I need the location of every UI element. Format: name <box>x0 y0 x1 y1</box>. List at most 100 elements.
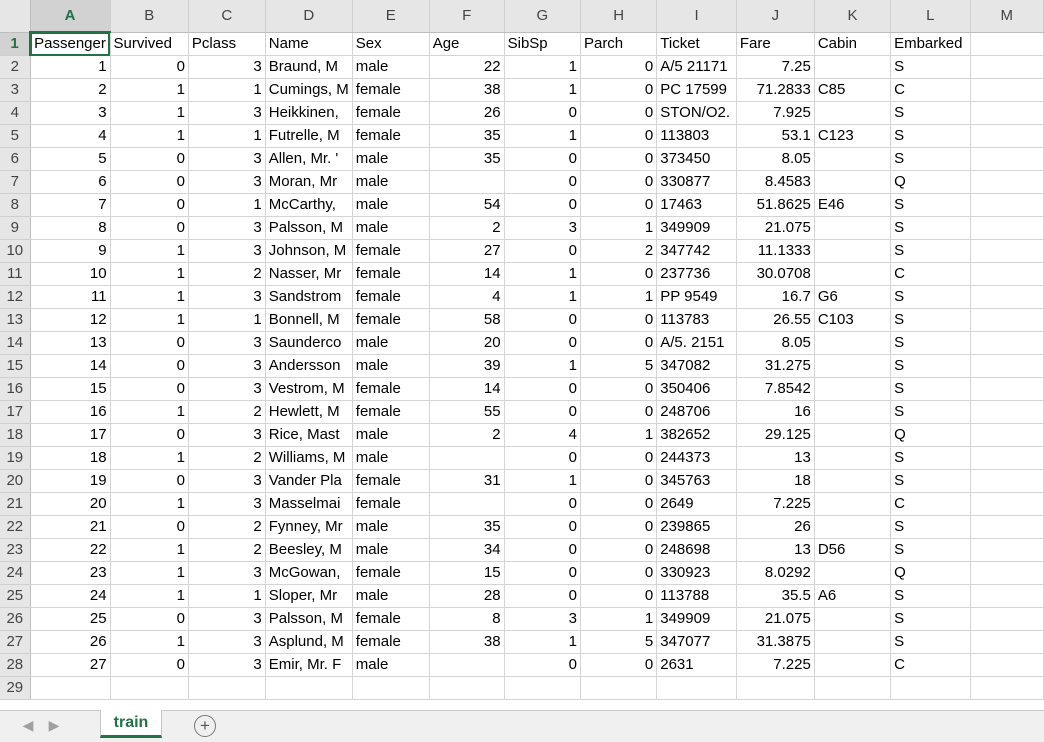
cell-d18[interactable]: Rice, Mast <box>265 423 353 447</box>
cell-m8[interactable] <box>970 193 1044 217</box>
cell-e9[interactable]: male <box>352 216 430 240</box>
row-header-8[interactable]: 8 <box>0 193 31 217</box>
cell-b17[interactable]: 1 <box>110 400 189 424</box>
row-header-21[interactable]: 21 <box>0 492 31 516</box>
row-header-19[interactable]: 19 <box>0 446 31 470</box>
cell-d28[interactable]: Emir, Mr. F <box>265 653 353 677</box>
cell-d22[interactable]: Fynney, Mr <box>265 515 353 539</box>
cell-i23[interactable]: 248698 <box>656 538 737 562</box>
cell-m20[interactable] <box>970 469 1044 493</box>
cell-f18[interactable]: 2 <box>429 423 505 447</box>
header-cell-j[interactable]: Fare <box>736 32 815 56</box>
cell-a19[interactable]: 18 <box>30 446 111 470</box>
cell-c23[interactable]: 2 <box>188 538 266 562</box>
cell-l9[interactable]: S <box>890 216 971 240</box>
cell-h26[interactable]: 1 <box>580 607 658 631</box>
cell-m7[interactable] <box>970 170 1044 194</box>
cell-g21[interactable]: 0 <box>504 492 581 516</box>
cell-f10[interactable]: 27 <box>429 239 505 263</box>
cell-b5[interactable]: 1 <box>110 124 189 148</box>
column-header-c[interactable]: C <box>188 0 266 33</box>
cell-i28[interactable]: 2631 <box>656 653 737 677</box>
cell-h18[interactable]: 1 <box>580 423 658 447</box>
cell-k25[interactable]: A6 <box>814 584 892 608</box>
cell-f11[interactable]: 14 <box>429 262 505 286</box>
cell-i24[interactable]: 330923 <box>656 561 737 585</box>
cell-d3[interactable]: Cumings, M <box>265 78 353 102</box>
cell-i16[interactable]: 350406 <box>656 377 737 401</box>
cell-h17[interactable]: 0 <box>580 400 658 424</box>
cell-e20[interactable]: female <box>352 469 430 493</box>
cell-h20[interactable]: 0 <box>580 469 658 493</box>
cell-b4[interactable]: 1 <box>110 101 189 125</box>
cell-j14[interactable]: 8.05 <box>736 331 815 355</box>
column-header-h[interactable]: H <box>580 0 658 33</box>
cell-k19[interactable] <box>814 446 892 470</box>
cell-j12[interactable]: 16.7 <box>736 285 815 309</box>
cell-g17[interactable]: 0 <box>504 400 581 424</box>
cell-h12[interactable]: 1 <box>580 285 658 309</box>
cell-a12[interactable]: 11 <box>30 285 111 309</box>
cell-k13[interactable]: C103 <box>814 308 892 332</box>
cell-d10[interactable]: Johnson, M <box>265 239 353 263</box>
cell-e10[interactable]: female <box>352 239 430 263</box>
cell-h4[interactable]: 0 <box>580 101 658 125</box>
cell-k8[interactable]: E46 <box>814 193 892 217</box>
cell-g2[interactable]: 1 <box>504 55 581 79</box>
cell-k7[interactable] <box>814 170 892 194</box>
cell-j15[interactable]: 31.275 <box>736 354 815 378</box>
cell-m29[interactable] <box>970 676 1044 700</box>
cell-c29[interactable] <box>188 676 266 700</box>
cell-e13[interactable]: female <box>352 308 430 332</box>
cell-e16[interactable]: female <box>352 377 430 401</box>
cell-h14[interactable]: 0 <box>580 331 658 355</box>
cell-f16[interactable]: 14 <box>429 377 505 401</box>
cell-c26[interactable]: 3 <box>188 607 266 631</box>
cell-b25[interactable]: 1 <box>110 584 189 608</box>
cell-d11[interactable]: Nasser, Mr <box>265 262 353 286</box>
cell-d25[interactable]: Sloper, Mr <box>265 584 353 608</box>
cell-m17[interactable] <box>970 400 1044 424</box>
cell-b19[interactable]: 1 <box>110 446 189 470</box>
cell-m3[interactable] <box>970 78 1044 102</box>
cell-e14[interactable]: male <box>352 331 430 355</box>
cell-m27[interactable] <box>970 630 1044 654</box>
cell-m28[interactable] <box>970 653 1044 677</box>
cell-f15[interactable]: 39 <box>429 354 505 378</box>
cell-i15[interactable]: 347082 <box>656 354 737 378</box>
cell-c9[interactable]: 3 <box>188 216 266 240</box>
row-header-22[interactable]: 22 <box>0 515 31 539</box>
cell-e5[interactable]: female <box>352 124 430 148</box>
row-header-18[interactable]: 18 <box>0 423 31 447</box>
cell-k4[interactable] <box>814 101 892 125</box>
cell-c4[interactable]: 3 <box>188 101 266 125</box>
cell-l16[interactable]: S <box>890 377 971 401</box>
cell-h28[interactable]: 0 <box>580 653 658 677</box>
cell-g29[interactable] <box>504 676 581 700</box>
cell-m13[interactable] <box>970 308 1044 332</box>
cell-a13[interactable]: 12 <box>30 308 111 332</box>
cell-e17[interactable]: female <box>352 400 430 424</box>
cell-f3[interactable]: 38 <box>429 78 505 102</box>
cell-b14[interactable]: 0 <box>110 331 189 355</box>
cell-b3[interactable]: 1 <box>110 78 189 102</box>
cell-i19[interactable]: 244373 <box>656 446 737 470</box>
cell-e26[interactable]: female <box>352 607 430 631</box>
cell-b6[interactable]: 0 <box>110 147 189 171</box>
header-cell-g[interactable]: SibSp <box>504 32 581 56</box>
select-all-corner[interactable] <box>0 0 31 33</box>
cell-g11[interactable]: 1 <box>504 262 581 286</box>
cell-i22[interactable]: 239865 <box>656 515 737 539</box>
cell-m26[interactable] <box>970 607 1044 631</box>
cell-a20[interactable]: 19 <box>30 469 111 493</box>
cell-l22[interactable]: S <box>890 515 971 539</box>
cell-k9[interactable] <box>814 216 892 240</box>
cell-k5[interactable]: C123 <box>814 124 892 148</box>
cell-m2[interactable] <box>970 55 1044 79</box>
cell-b27[interactable]: 1 <box>110 630 189 654</box>
cell-f29[interactable] <box>429 676 505 700</box>
cell-f26[interactable]: 8 <box>429 607 505 631</box>
cell-l20[interactable]: S <box>890 469 971 493</box>
